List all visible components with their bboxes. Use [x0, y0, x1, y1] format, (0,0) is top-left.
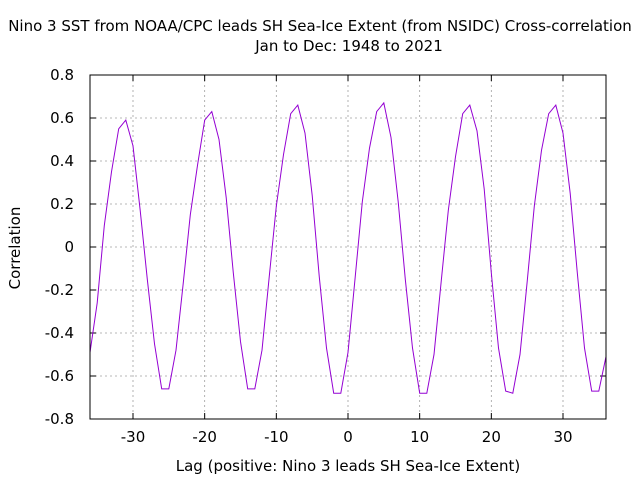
y-tick-label: 0.6: [50, 109, 74, 127]
y-tick-label: -0.2: [45, 281, 74, 299]
y-tick-label: -0.6: [45, 367, 74, 385]
y-tick-label: 0.8: [50, 66, 74, 84]
x-axis-label: Lag (positive: Nino 3 leads SH Sea-Ice E…: [176, 457, 521, 475]
x-tick-label: -30: [121, 428, 146, 446]
correlation-series-line: [89, 101, 607, 394]
grid-lines: [90, 75, 606, 419]
plot-frame: [89, 74, 607, 420]
y-tick-label: -0.4: [45, 324, 74, 342]
y-axis-label: Correlation: [6, 207, 24, 290]
y-tick-label: 0: [64, 238, 74, 256]
chart-subtitle: Jan to Dec: 1948 to 2021: [254, 37, 443, 55]
y-tick-label: -0.8: [45, 410, 74, 428]
x-tick-label: -10: [264, 428, 289, 446]
x-tick-label: 0: [343, 428, 353, 446]
y-tick-label: 0.4: [50, 152, 74, 170]
axis-ticks: -0.8 -0.6 -0.4 -0.2 0 0.2 0.4 0.6 0.8 -30 -20 -10 0 1…: [45, 66, 606, 446]
x-tick-label: -20: [192, 428, 217, 446]
x-tick-label: 30: [553, 428, 572, 446]
x-tick-label: 20: [482, 428, 501, 446]
y-tick-label: 0.2: [50, 195, 74, 213]
chart-title: Nino 3 SST from NOAA/CPC leads SH Sea-Ic…: [8, 17, 632, 35]
x-tick-label: 10: [410, 428, 429, 446]
